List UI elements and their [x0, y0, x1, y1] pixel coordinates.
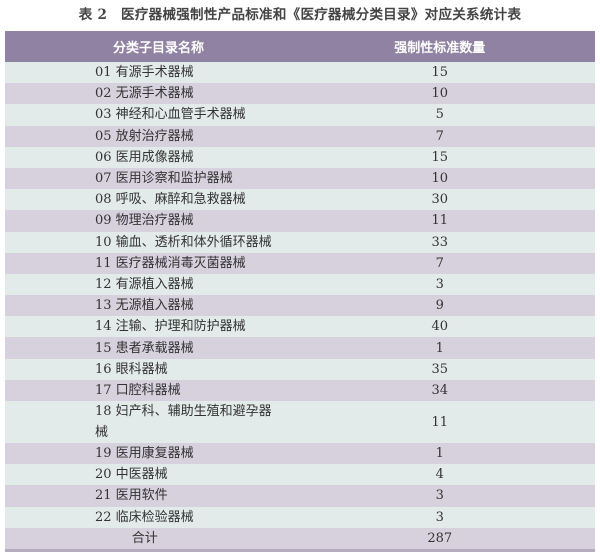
category-name: 16 眼科器械 [5, 358, 285, 380]
category-name: 10 输血、透析和体外循环器械 [5, 231, 285, 253]
category-name: 08 呼吸、麻醉和急救器械 [5, 189, 285, 211]
table-row: 22 临床检验器械 3 [5, 506, 595, 528]
standard-count: 3 [284, 506, 595, 528]
category-name: 15 患者承载器械 [5, 337, 285, 359]
table-row: 19 医用康复器械 1 [5, 443, 595, 465]
table-row: 03 神经和心血管手术器械 5 [5, 104, 595, 126]
standard-count: 15 [284, 146, 595, 168]
table-row: 10 输血、透析和体外循环器械 33 [5, 231, 595, 253]
category-name: 17 口腔科器械 [5, 379, 285, 401]
standard-count: 7 [284, 125, 595, 147]
total-count: 287 [284, 527, 595, 552]
table-row: 16 眼科器械 35 [5, 358, 595, 380]
table-row: 06 医用成像器械 15 [5, 146, 595, 168]
standard-count: 1 [284, 443, 595, 465]
standard-count: 3 [284, 273, 595, 296]
column-header-count: 强制性标准数量 [284, 31, 595, 62]
standard-count: 15 [284, 62, 595, 84]
standard-count: 10 [284, 167, 595, 190]
category-name: 11 医疗器械消毒灭菌器械 [5, 252, 285, 274]
category-name: 03 神经和心血管手术器械 [5, 104, 285, 126]
category-name: 13 无源植入器械 [5, 295, 285, 317]
category-name: 02 无源手术器械 [5, 83, 285, 105]
category-name: 09 物理治疗器械 [5, 210, 285, 232]
category-name: 01 有源手术器械 [5, 62, 285, 84]
table-row: 08 呼吸、麻醉和急救器械 30 [5, 189, 595, 211]
table-row: 01 有源手术器械 15 [5, 62, 595, 84]
category-name: 07 医用诊察和监护器械 [5, 167, 285, 190]
table-row: 14 注输、护理和防护器械 40 [5, 316, 595, 338]
standard-count: 30 [284, 189, 595, 211]
standard-count: 5 [284, 104, 595, 126]
table-row: 09 物理治疗器械 11 [5, 210, 595, 232]
table-header-row: 分类子目录名称 强制性标准数量 [5, 31, 595, 62]
table-row: 11 医疗器械消毒灭菌器械 7 [5, 252, 595, 274]
table-row: 17 口腔科器械 34 [5, 379, 595, 401]
table-row: 21 医用软件 3 [5, 485, 595, 507]
standard-count: 35 [284, 358, 595, 380]
table-row: 07 医用诊察和监护器械 10 [5, 167, 595, 190]
table-row: 02 无源手术器械 10 [5, 83, 595, 105]
category-name: 18 妇产科、辅助生殖和避孕器械 [5, 401, 285, 443]
category-name: 12 有源植入器械 [5, 273, 285, 296]
category-name: 22 临床检验器械 [5, 506, 285, 528]
category-name: 21 医用软件 [5, 485, 285, 507]
standard-count: 33 [284, 231, 595, 253]
table-row: 18 妇产科、辅助生殖和避孕器械 11 [5, 401, 595, 443]
standard-count: 4 [284, 464, 595, 486]
column-header-name: 分类子目录名称 [5, 31, 285, 62]
standard-count: 40 [284, 316, 595, 338]
table-row: 15 患者承载器械 1 [5, 337, 595, 359]
standard-count: 34 [284, 379, 595, 401]
standards-table: 分类子目录名称 强制性标准数量 01 有源手术器械 15 02 无源手术器械 10 03… [5, 31, 595, 552]
standard-count: 11 [284, 210, 595, 232]
standard-count: 10 [284, 83, 595, 105]
table-row: 20 中医器械 4 [5, 464, 595, 486]
category-name: 19 医用康复器械 [5, 443, 285, 465]
table-row: 12 有源植入器械 3 [5, 273, 595, 296]
standard-count: 3 [284, 485, 595, 507]
table-title: 表 2 医疗器械强制性产品标准和《医疗器械分类目录》对应关系统计表 [78, 7, 522, 23]
standard-count: 9 [284, 295, 595, 317]
category-name: 14 注输、护理和防护器械 [5, 316, 285, 338]
table-row: 13 无源植入器械 9 [5, 295, 595, 317]
standard-count: 7 [284, 252, 595, 274]
table-row: 05 放射治疗器械 7 [5, 125, 595, 147]
category-name: 06 医用成像器械 [5, 146, 285, 168]
standard-count: 11 [284, 401, 595, 443]
total-row: 合计 287 [5, 527, 595, 552]
standard-count: 1 [284, 337, 595, 359]
category-name: 05 放射治疗器械 [5, 125, 285, 147]
total-label: 合计 [5, 527, 285, 552]
category-name: 20 中医器械 [5, 464, 285, 486]
